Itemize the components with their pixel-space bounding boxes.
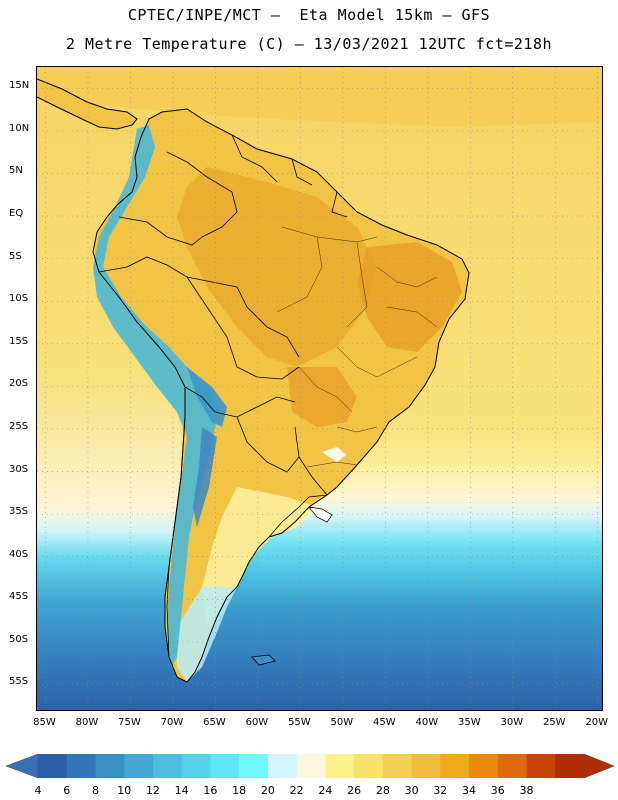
colorbar-tick-label: 4 [34, 784, 42, 797]
andes-cold-band [93, 125, 219, 667]
colorbar-tick-label: 34 [462, 784, 477, 797]
latitude-label: 10S [9, 293, 29, 305]
colorbar-swatch [469, 754, 499, 778]
colorbar-tick-label: 6 [63, 784, 71, 797]
colorbar-low-arrow [5, 753, 39, 779]
lagoa-dos-patos [308, 506, 333, 523]
latitude-label: 25S [9, 420, 29, 432]
colorbar-tick-label: 18 [232, 784, 247, 797]
colorbar-swatch [152, 754, 183, 778]
latitude-label: 35S [9, 506, 29, 518]
altiplano-cold-zone [187, 367, 227, 427]
longitude-label: 40W [415, 717, 439, 728]
colorbar-tick-label: 30 [404, 784, 419, 797]
colorbar-swatch [210, 754, 240, 778]
latitude-label: 20S [9, 378, 29, 390]
longitude-label: 65W [203, 717, 226, 728]
latitude-label: 5N [9, 165, 23, 177]
colorbar-swatch [296, 754, 326, 778]
longitude-label: 50W [330, 717, 354, 728]
colorbar-tick-label: 26 [347, 784, 362, 797]
map-svg [37, 67, 602, 710]
latitude-label: EQ [9, 208, 24, 220]
colorbar-tick-label: 38 [519, 784, 534, 797]
colorbar-high-arrow [583, 753, 615, 779]
colorbar-tick-label: 32 [433, 784, 448, 797]
colorbar-swatch [555, 754, 585, 778]
latitude-label: 55S [9, 676, 29, 688]
longitude-label: 85W [33, 717, 56, 728]
colorbar-swatch [382, 754, 413, 778]
longitude-label: 30W [500, 717, 524, 728]
coastline [92, 108, 470, 683]
colorbar-swatch [181, 754, 211, 778]
colorbar-swatch [497, 754, 528, 778]
southeast-cool-spot [322, 447, 347, 462]
longitude-label: 25W [542, 717, 566, 728]
central-hot-zone [287, 367, 357, 427]
latitude-label: 5S [9, 250, 22, 262]
colorbar [5, 753, 615, 779]
longitude-label: 70W [160, 717, 184, 728]
temperature-map [36, 66, 603, 711]
pacific-cold-field [37, 367, 197, 710]
longitude-label: 80W [75, 717, 99, 728]
colorbar-tick-label: 22 [289, 784, 304, 797]
longitude-label: 60W [245, 717, 269, 728]
colorbar-swatch [440, 754, 470, 778]
latitude-label: 50S [9, 633, 29, 645]
latitude-label: 15S [9, 335, 29, 347]
colorbar-swatch [267, 754, 298, 778]
longitude-label: 35W [457, 717, 481, 728]
map-title-line-2: 2 Metre Temperature (C) – 13/03/2021 12U… [65, 35, 553, 53]
colorbar-tick-label: 28 [375, 784, 390, 797]
colorbar-tick-label: 36 [490, 784, 505, 797]
map-title-line-1: CPTEC/INPE/MCT – Eta Model 15km – GFS [127, 6, 491, 24]
latitude-label: 15N [9, 80, 30, 92]
colorbar-tick-label: 14 [174, 784, 189, 797]
country-borders [98, 134, 348, 658]
state-borders [276, 226, 438, 468]
colorbar-tick-label: 24 [318, 784, 333, 797]
colorbar-swatch [124, 754, 154, 778]
colorbar-swatch [354, 754, 384, 778]
latitude-label: 40S [9, 548, 29, 560]
colorbar-tick-label: 10 [117, 784, 132, 797]
colorbar-tick-label: 12 [145, 784, 160, 797]
amazon-hot-zone [177, 167, 377, 367]
latitude-label: 30S [9, 463, 29, 475]
colorbar-swatch [38, 754, 68, 778]
colorbar-swatch [66, 754, 96, 778]
colorbar-swatch [95, 754, 125, 778]
colorbar-swatch [325, 754, 355, 778]
central-andes-cold [193, 427, 217, 527]
latitude-label: 10N [9, 122, 30, 134]
lat-lon-grid [37, 67, 602, 710]
patagonia-cool-zone [177, 587, 237, 682]
latitude-label: 45S [9, 591, 29, 603]
colorbar-tick-label: 8 [91, 784, 99, 797]
longitude-label: 20W [585, 717, 609, 728]
colorbar-tick-label: 20 [260, 784, 275, 797]
longitude-label: 75W [118, 717, 141, 728]
longitude-label: 55W [288, 717, 311, 728]
longitude-label: 45W [373, 717, 396, 728]
northeast-hot-zone [357, 242, 462, 352]
colorbar-swatch [526, 754, 556, 778]
colorbar-tick-label: 16 [203, 784, 218, 797]
central-america-land [37, 79, 137, 129]
colorbar-swatch [239, 754, 269, 778]
colorbar-swatch [411, 754, 441, 778]
central-america-coastline [37, 78, 138, 130]
